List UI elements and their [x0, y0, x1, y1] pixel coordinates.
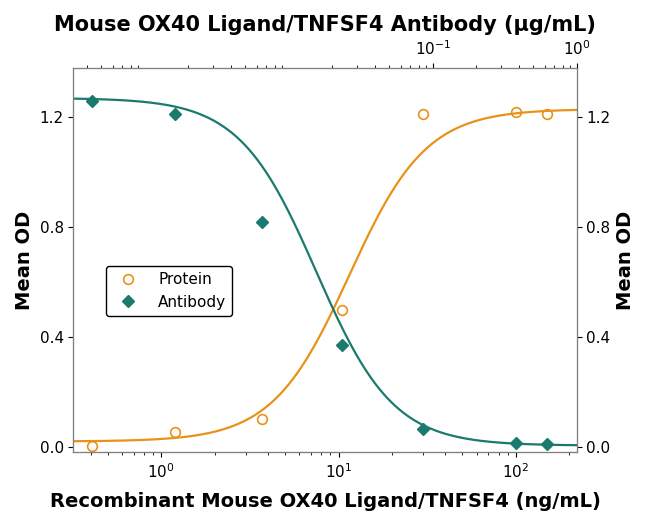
Legend: Protein, Antibody: Protein, Antibody	[106, 266, 233, 316]
Y-axis label: Mean OD: Mean OD	[15, 210, 34, 310]
X-axis label: Recombinant Mouse OX40 Ligand/TNFSF4 (ng/mL): Recombinant Mouse OX40 Ligand/TNFSF4 (ng…	[49, 492, 601, 511]
Y-axis label: Mean OD: Mean OD	[616, 210, 635, 310]
X-axis label: Mouse OX40 Ligand/TNFSF4 Antibody (μg/mL): Mouse OX40 Ligand/TNFSF4 Antibody (μg/mL…	[54, 15, 596, 35]
